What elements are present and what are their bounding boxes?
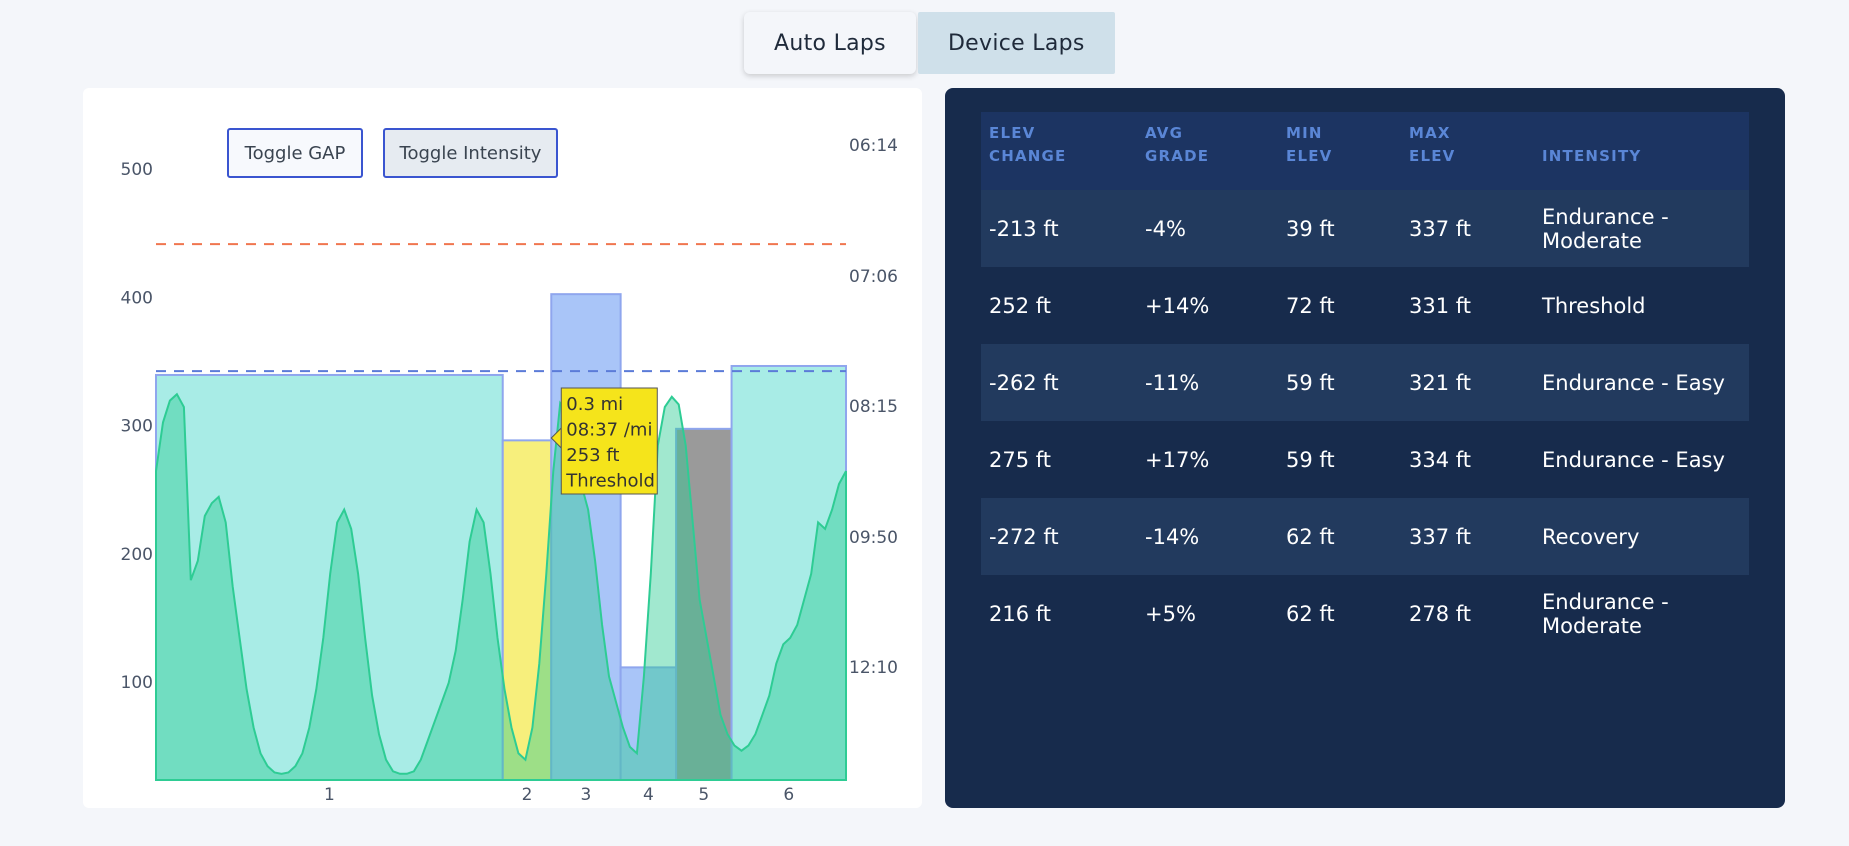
- table-cell: 62 ft: [1278, 575, 1401, 652]
- table-cell: 334 ft: [1401, 421, 1534, 498]
- right-axis-tick-label: 08:15: [849, 397, 898, 417]
- right-axis-tick-label: 07:06: [849, 267, 898, 287]
- elevation-area: [155, 392, 847, 781]
- table-cell: -272 ft: [981, 498, 1137, 575]
- table-row[interactable]: 252 ft +14% 72 ft 331 ft Threshold: [981, 267, 1749, 344]
- table-header-cell: MAX ELEV: [1401, 112, 1534, 190]
- header-text: ELEV: [989, 124, 1036, 142]
- header-text: MIN: [1286, 124, 1323, 142]
- table-cell: 331 ft: [1401, 267, 1534, 344]
- tooltip-line: Threshold: [565, 471, 655, 492]
- left-axis-tick-label: 200: [121, 545, 153, 565]
- header-text: ELEV: [1409, 147, 1456, 165]
- x-axis-lap-label: 4: [643, 785, 654, 805]
- left-axis-tick-label: 500: [121, 160, 153, 180]
- right-axis-tick-label: 06:14: [849, 136, 898, 156]
- header-text: CHANGE: [989, 147, 1067, 165]
- lap-bar: [550, 293, 622, 781]
- table-cell: Endurance - Moderate: [1534, 575, 1749, 652]
- table-cell: -262 ft: [981, 344, 1137, 421]
- table-cell: Endurance - Easy: [1534, 344, 1749, 421]
- header-text: AVG: [1145, 124, 1184, 142]
- table-cell: 337 ft: [1401, 190, 1534, 267]
- table-cell: -213 ft: [981, 190, 1137, 267]
- table-header-cell: AVG GRADE: [1137, 112, 1278, 190]
- toggle-intensity-button[interactable]: Toggle Intensity: [383, 128, 558, 178]
- table-cell: 337 ft: [1401, 498, 1534, 575]
- lap-bar: [730, 364, 847, 781]
- tab-device-laps[interactable]: Device Laps: [917, 12, 1115, 74]
- header-text: ELEV: [1286, 147, 1333, 165]
- laps-table: ELEV CHANGE AVG GRADE MIN ELEV MAX ELEV INTENSI…: [981, 112, 1749, 652]
- tooltip-line: 08:37 /mi: [566, 420, 652, 441]
- laps-chart: 100 200 300 400 500 06:14 07:06 08:15 09:50 12:10…: [121, 136, 898, 805]
- table-cell: 278 ft: [1401, 575, 1534, 652]
- table-cell: 72 ft: [1278, 267, 1401, 344]
- table-cell: 252 ft: [981, 267, 1137, 344]
- table-header-cell: INTENSITY: [1534, 112, 1749, 190]
- x-axis-lap-label: 5: [698, 785, 709, 805]
- table-cell: 275 ft: [981, 421, 1137, 498]
- left-axis-tick-label: 400: [121, 288, 153, 308]
- x-axis-lap-label: 3: [581, 785, 592, 805]
- header-text: MAX: [1409, 124, 1451, 142]
- table-cell: -4%: [1137, 190, 1278, 267]
- header-text: INTENSITY: [1542, 147, 1642, 165]
- table-cell: -11%: [1137, 344, 1278, 421]
- table-cell: 62 ft: [1278, 498, 1401, 575]
- table-cell: Endurance - Moderate: [1534, 190, 1749, 267]
- table-cell: +14%: [1137, 267, 1278, 344]
- tooltip-box: [560, 387, 658, 495]
- right-axis-tick-label: 12:10: [849, 658, 898, 678]
- table-row[interactable]: -262 ft -11% 59 ft 321 ft Endurance - Easy: [981, 344, 1749, 421]
- table-body: -213 ft -4% 39 ft 337 ft Endurance - Moderat…: [981, 190, 1749, 652]
- tab-auto-laps[interactable]: Auto Laps: [744, 12, 916, 74]
- header-text: GRADE: [1145, 147, 1210, 165]
- table-cell: 216 ft: [981, 575, 1137, 652]
- x-axis-lap-label: 1: [324, 785, 335, 805]
- header-text: [1542, 122, 1749, 145]
- x-axis-lap-label: 6: [783, 785, 794, 805]
- table-row[interactable]: -272 ft -14% 62 ft 337 ft Recovery: [981, 498, 1749, 575]
- table-header-cell: MIN ELEV: [1278, 112, 1401, 190]
- table-cell: 59 ft: [1278, 344, 1401, 421]
- table-row[interactable]: 275 ft +17% 59 ft 334 ft Endurance - Easy: [981, 421, 1749, 498]
- table-cell: 321 ft: [1401, 344, 1534, 421]
- laps-table-panel: ELEV CHANGE AVG GRADE MIN ELEV MAX ELEV INTENSI…: [945, 88, 1785, 808]
- table-row[interactable]: 216 ft +5% 62 ft 278 ft Endurance - Moderate: [981, 575, 1749, 652]
- table-cell: Threshold: [1534, 267, 1749, 344]
- right-axis-tick-label: 09:50: [849, 528, 898, 548]
- table-header-row: ELEV CHANGE AVG GRADE MIN ELEV MAX ELEV INTENSI…: [981, 112, 1749, 190]
- toggle-gap-button[interactable]: Toggle GAP: [227, 128, 363, 178]
- table-cell: 59 ft: [1278, 421, 1401, 498]
- tooltip-line: 253 ft: [566, 445, 619, 466]
- left-axis-tick-label: 100: [121, 673, 153, 693]
- table-cell: +17%: [1137, 421, 1278, 498]
- tooltip-line: 0.3 mi: [566, 394, 623, 415]
- table-cell: Recovery: [1534, 498, 1749, 575]
- lap-mode-tabs: Auto Laps Device Laps: [744, 12, 1115, 74]
- table-cell: -14%: [1137, 498, 1278, 575]
- chart-panel: 100 200 300 400 500 06:14 07:06 08:15 09:50 12:10…: [83, 88, 922, 808]
- table-row[interactable]: -213 ft -4% 39 ft 337 ft Endurance - Moderat…: [981, 190, 1749, 267]
- left-axis-tick-label: 300: [121, 417, 153, 437]
- table-header-cell: ELEV CHANGE: [981, 112, 1137, 190]
- table-cell: Endurance - Easy: [1534, 421, 1749, 498]
- table-cell: +5%: [1137, 575, 1278, 652]
- table-cell: 39 ft: [1278, 190, 1401, 267]
- x-axis-lap-label: 2: [522, 785, 533, 805]
